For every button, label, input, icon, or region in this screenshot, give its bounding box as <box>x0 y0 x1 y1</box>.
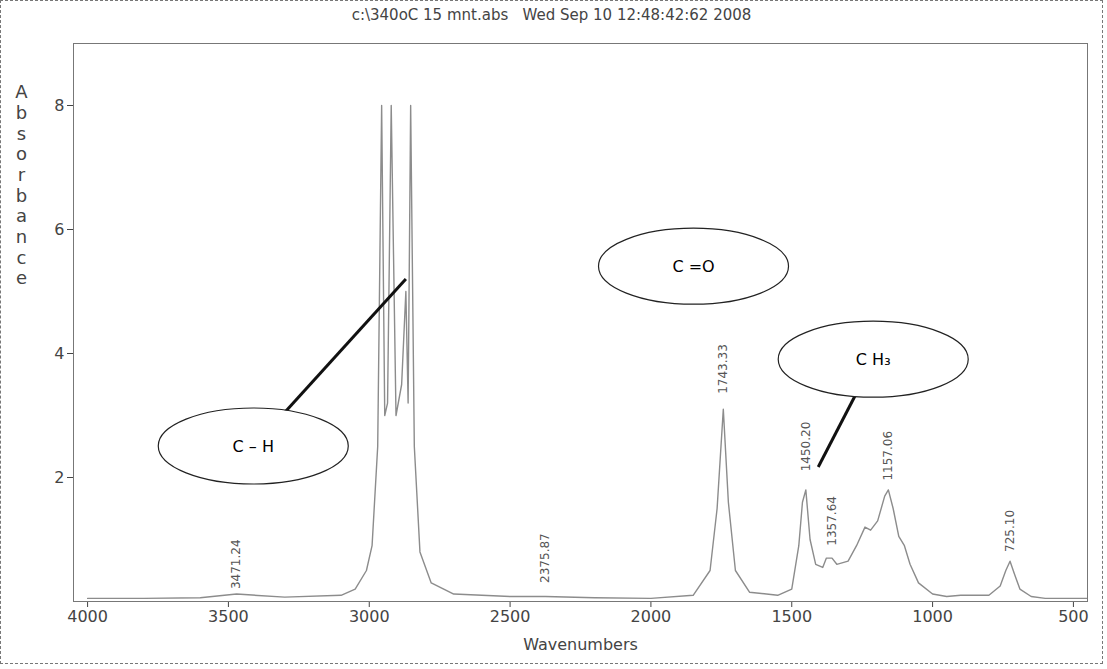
svg-text:6: 6 <box>54 220 64 239</box>
svg-text:3000: 3000 <box>349 607 390 626</box>
svg-text:4000: 4000 <box>67 607 108 626</box>
svg-text:725.10: 725.10 <box>1003 510 1017 552</box>
svg-text:C H₃: C H₃ <box>856 350 891 369</box>
svg-text:3500: 3500 <box>208 607 249 626</box>
svg-text:8: 8 <box>54 96 64 115</box>
svg-text:1500: 1500 <box>771 607 812 626</box>
svg-text:1357.64: 1357.64 <box>825 496 839 546</box>
svg-text:2: 2 <box>54 468 64 487</box>
svg-text:Wavenumbers: Wavenumbers <box>523 635 638 654</box>
svg-text:1743.33: 1743.33 <box>716 344 730 394</box>
svg-text:3471.24: 3471.24 <box>229 539 243 589</box>
svg-text:C =O: C =O <box>672 257 714 276</box>
svg-text:4: 4 <box>54 344 64 363</box>
html-text:c:\340oC 15 mnt.abs Wed Sep 10: c:\340oC 15 mnt.abs Wed Sep 10 12:48:42:… <box>351 6 752 24</box>
svg-text:2500: 2500 <box>490 607 531 626</box>
svg-text:2375.87: 2375.87 <box>538 533 552 583</box>
svg-text:1000: 1000 <box>912 607 953 626</box>
svg-text:1157.06: 1157.06 <box>881 431 895 481</box>
svg-text:500: 500 <box>1058 607 1089 626</box>
svg-text:2000: 2000 <box>631 607 672 626</box>
svg-text:1450.20: 1450.20 <box>799 422 813 472</box>
svg-text:C – H: C – H <box>233 437 274 456</box>
svg-text:Absorbance: Absorbance <box>15 81 28 288</box>
